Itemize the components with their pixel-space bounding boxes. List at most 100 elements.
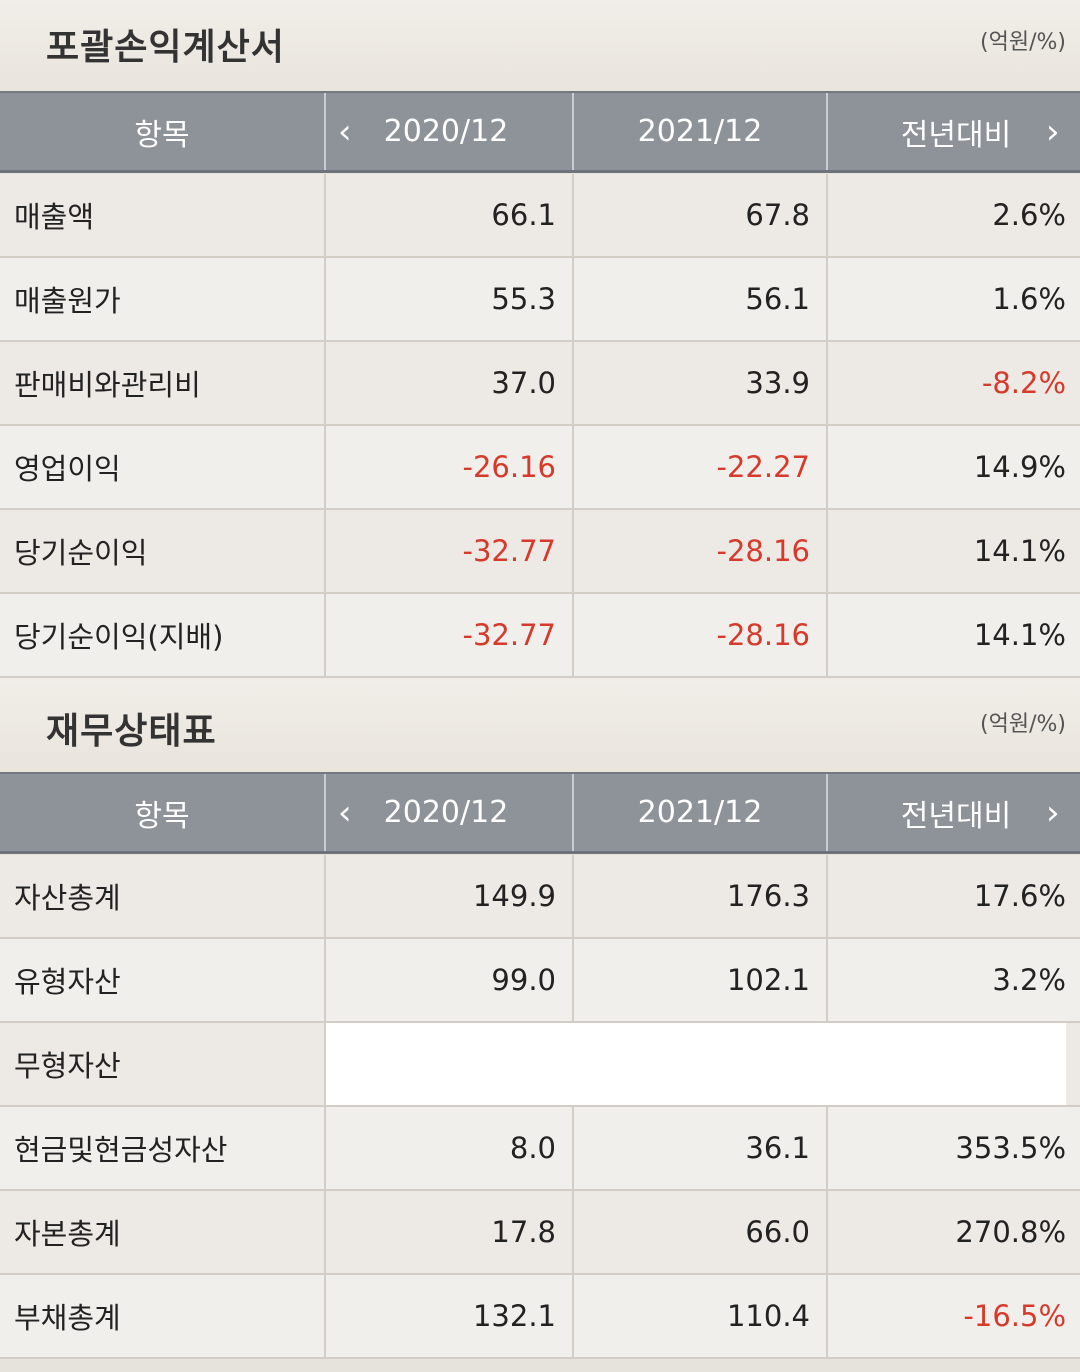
cell-divider	[324, 855, 326, 937]
cell-divider	[572, 1191, 574, 1273]
value-2021: 102.1	[726, 963, 810, 997]
cell-divider	[572, 939, 574, 1021]
value-yoy: 14.1%	[973, 618, 1066, 652]
value-yoy: 17.6%	[973, 879, 1066, 913]
value-2020: 37.0	[491, 366, 556, 400]
cell-divider	[826, 939, 828, 1021]
value-2021: -28.16	[716, 618, 811, 652]
value-yoy: 353.5%	[955, 1131, 1066, 1165]
value-2021: -28.16	[716, 534, 811, 568]
value-2020: 132.1	[472, 1299, 556, 1333]
value-yoy: 2.6%	[992, 198, 1066, 232]
header-col-yoy: 전년대비	[900, 798, 1012, 834]
table-row[interactable]: 자산총계 149.9 176.3 17.6%	[0, 855, 1080, 939]
value-2020: 55.3	[491, 282, 556, 316]
value-2020: 8.0	[509, 1131, 556, 1165]
value-2021: 56.1	[745, 282, 810, 316]
value-2021: 110.4	[726, 1299, 810, 1333]
value-2021: 36.1	[745, 1131, 810, 1165]
row-label: 자본총계	[14, 1217, 121, 1251]
row-label: 당기순이익(지배)	[14, 620, 224, 654]
value-yoy: -16.5%	[963, 1299, 1066, 1333]
cell-divider	[826, 1191, 828, 1273]
cell-divider	[324, 510, 326, 592]
value-2020: -32.77	[462, 618, 557, 652]
cell-divider	[572, 342, 574, 424]
header-divider	[572, 774, 574, 851]
cell-divider	[324, 1023, 326, 1105]
value-yoy: 1.6%	[992, 282, 1066, 316]
value-2021: 67.8	[745, 198, 810, 232]
cell-divider	[826, 1107, 828, 1189]
row-label: 영업이익	[14, 452, 121, 486]
header-col-2020: 2020/12	[383, 114, 509, 149]
chevron-left-icon[interactable]: ‹	[338, 111, 352, 152]
empty-values	[326, 1023, 1066, 1105]
header-divider	[826, 774, 828, 851]
cell-divider	[324, 1191, 326, 1273]
header-divider	[572, 93, 574, 170]
cell-divider	[324, 426, 326, 508]
header-divider	[324, 774, 326, 851]
row-label: 판매비와관리비	[14, 368, 201, 402]
cell-divider	[826, 174, 828, 256]
section-title: 재무상태표	[46, 711, 217, 752]
cell-divider	[572, 426, 574, 508]
chevron-right-icon[interactable]: ›	[1046, 792, 1060, 833]
value-2020: 99.0	[491, 963, 556, 997]
row-label: 유형자산	[14, 965, 121, 999]
cell-divider	[826, 855, 828, 937]
value-yoy: -8.2%	[981, 366, 1066, 400]
table-row[interactable]: 매출원가 55.3 56.1 1.6%	[0, 258, 1080, 342]
table-row[interactable]: 당기순이익 -32.77 -28.16 14.1%	[0, 510, 1080, 594]
chevron-right-icon[interactable]: ›	[1046, 111, 1060, 152]
chevron-left-icon[interactable]: ‹	[338, 792, 352, 833]
cell-divider	[324, 1107, 326, 1189]
table-row[interactable]: 부채총계 132.1 110.4 -16.5%	[0, 1275, 1080, 1359]
header-item: 항목	[134, 117, 190, 153]
value-yoy: 3.2%	[992, 963, 1066, 997]
balance-sheet-title-bar: 재무상태표 (억원/%)	[0, 678, 1080, 774]
value-yoy: 270.8%	[955, 1215, 1066, 1249]
table-row[interactable]: 영업이익 -26.16 -22.27 14.9%	[0, 426, 1080, 510]
table-row[interactable]: 현금및현금성자산 8.0 36.1 353.5%	[0, 1107, 1080, 1191]
value-2021: 33.9	[745, 366, 810, 400]
row-label: 매출원가	[14, 284, 121, 318]
value-yoy: 14.1%	[973, 534, 1066, 568]
table-row[interactable]: 유형자산 99.0 102.1 3.2%	[0, 939, 1080, 1023]
cell-divider	[324, 1275, 326, 1357]
header-col-yoy: 전년대비	[900, 117, 1012, 153]
table-row[interactable]: 매출액 66.1 67.8 2.6%	[0, 174, 1080, 258]
cell-divider	[324, 258, 326, 340]
cell-divider	[826, 1275, 828, 1357]
row-label: 매출액	[14, 200, 95, 234]
header-col-2021: 2021/12	[637, 114, 763, 149]
cell-divider	[572, 174, 574, 256]
cell-divider	[826, 510, 828, 592]
table-row[interactable]: 당기순이익(지배) -32.77 -28.16 14.1%	[0, 594, 1080, 678]
header-col-2020: 2020/12	[383, 795, 509, 830]
table-row[interactable]: 판매비와관리비 37.0 33.9 -8.2%	[0, 342, 1080, 426]
header-item: 항목	[134, 798, 190, 834]
table-row[interactable]: 무형자산	[0, 1023, 1080, 1107]
value-2021: 176.3	[726, 879, 810, 913]
cell-divider	[324, 174, 326, 256]
table-row[interactable]: 자본총계 17.8 66.0 270.8%	[0, 1191, 1080, 1275]
header-divider	[324, 93, 326, 170]
section-title: 포괄손익계산서	[46, 27, 285, 68]
cell-divider	[826, 258, 828, 340]
cell-divider	[826, 594, 828, 676]
cell-divider	[826, 426, 828, 508]
cell-divider	[572, 258, 574, 340]
income-statement-header: 항목 ‹ 2020/12 2021/12 전년대비 ›	[0, 91, 1080, 173]
cell-divider	[572, 1275, 574, 1357]
row-label: 자산총계	[14, 881, 121, 915]
cell-divider	[572, 510, 574, 592]
value-2020: 17.8	[491, 1215, 556, 1249]
unit-label: (억원/%)	[980, 712, 1066, 737]
row-label: 부채총계	[14, 1301, 121, 1335]
value-2021: -22.27	[716, 450, 811, 484]
cell-divider	[324, 342, 326, 424]
row-label: 당기순이익	[14, 536, 148, 570]
value-2020: 149.9	[472, 879, 556, 913]
